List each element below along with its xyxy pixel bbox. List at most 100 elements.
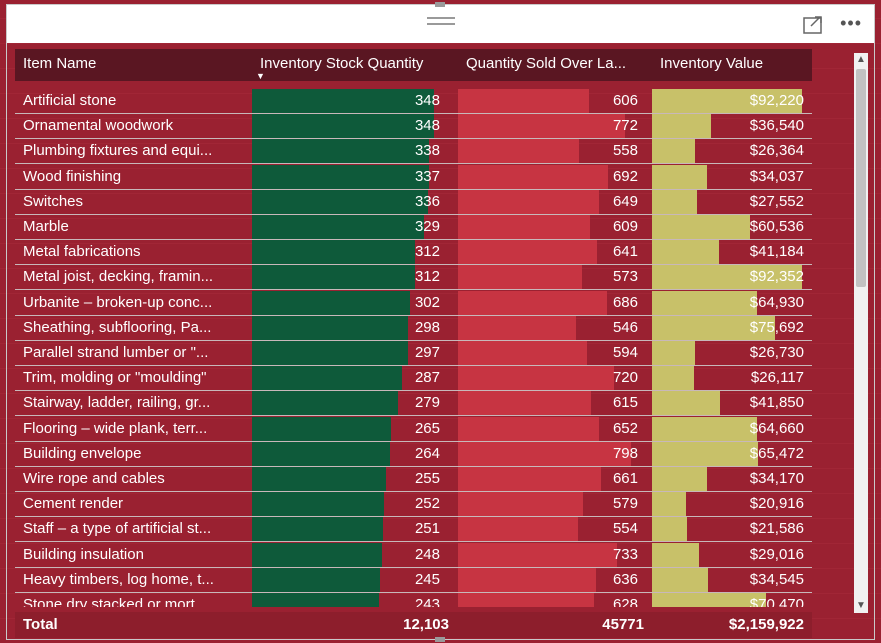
qty-sold-cell-bar: [458, 517, 578, 542]
stock-qty-cell: 279: [252, 391, 448, 416]
qty-sold-cell-value: 652: [612, 419, 638, 437]
drag-handle-icon[interactable]: [427, 17, 455, 31]
total-sold: 45771: [602, 616, 644, 633]
stock-qty-cell-value: 348: [414, 117, 440, 135]
resize-handle-bottom[interactable]: [435, 637, 445, 642]
column-header-stock-qty[interactable]: Inventory Stock Quantity ▼: [252, 49, 458, 81]
item-name-cell: Parallel strand lumber or "...: [23, 344, 209, 361]
inventory-value-cell-bar: [652, 542, 699, 567]
total-label: Total: [23, 616, 58, 633]
qty-sold-cell: 720: [458, 366, 646, 391]
qty-sold-cell: 594: [458, 341, 646, 365]
stock-qty-cell-bar: [252, 492, 384, 517]
stock-qty-cell-bar: [252, 441, 390, 466]
qty-sold-cell-value: 772: [612, 117, 638, 135]
stock-qty-cell: 287: [252, 366, 448, 391]
inventory-value-cell-value: $27,552: [749, 192, 804, 210]
column-header-qty-sold[interactable]: Quantity Sold Over La...: [458, 49, 652, 81]
table-row[interactable]: Ornamental woodwork 348 772 $36,540: [15, 114, 812, 140]
qty-sold-cell: 573: [458, 265, 646, 290]
qty-sold-cell-bar: [458, 366, 614, 391]
table-row[interactable]: Heavy timbers, log home, t... 245 636 $34,5…: [15, 567, 812, 593]
visual-header: •••: [7, 5, 874, 43]
qty-sold-cell: 558: [458, 139, 646, 164]
stock-qty-cell-value: 287: [414, 369, 440, 387]
table-row[interactable]: Stone dry stacked or mort... 243 628 $70,47…: [15, 593, 812, 607]
stock-qty-cell: 255: [252, 467, 448, 491]
table-row[interactable]: Plumbing fixtures and equi... 338 558 $26,3…: [15, 139, 812, 165]
column-header-inventory-value[interactable]: Inventory Value: [652, 49, 812, 81]
qty-sold-cell-value: 636: [612, 570, 638, 588]
resize-handle-top[interactable]: [435, 2, 445, 7]
inventory-value-cell-bar: [652, 517, 687, 542]
stock-qty-cell-value: 302: [414, 293, 440, 311]
qty-sold-cell-bar: [458, 492, 583, 517]
qty-sold-cell: 636: [458, 567, 646, 592]
stock-qty-cell-value: 245: [414, 570, 440, 588]
inventory-value-cell: $60,536: [652, 215, 812, 239]
stock-qty-cell-bar: [252, 467, 386, 491]
inventory-value-cell: $41,184: [652, 240, 812, 265]
item-name-cell: Artificial stone: [23, 92, 117, 109]
table-row[interactable]: Metal fabrications 312 641 $41,184: [15, 240, 812, 266]
stock-qty-cell-value: 329: [414, 218, 440, 235]
table-row[interactable]: Trim, molding or "moulding" 287 720 $26,117: [15, 366, 812, 392]
table-visual[interactable]: ••• Item Name Inventory Stock Quantity ▼ …: [6, 2, 875, 642]
inventory-value-cell-bar: [652, 341, 695, 365]
table-row[interactable]: Wood finishing 337 692 $34,037: [15, 164, 812, 190]
stock-qty-cell-bar: [252, 416, 391, 441]
inventory-value-cell-bar: [652, 593, 766, 607]
scroll-up-icon[interactable]: ▲: [856, 54, 866, 65]
stock-qty-cell-bar: [252, 542, 382, 567]
inventory-value-cell-value: $34,170: [749, 470, 804, 487]
inventory-value-cell-value: $70,470: [749, 596, 804, 607]
table-row[interactable]: Switches 336 649 $27,552: [15, 189, 812, 215]
table-row[interactable]: Metal joist, decking, framin... 312 573 $92…: [15, 265, 812, 291]
vertical-scrollbar[interactable]: ▲ ▼: [854, 53, 868, 613]
column-header-item-name[interactable]: Item Name: [15, 49, 252, 81]
qty-sold-cell-value: 649: [612, 192, 638, 210]
inventory-value-cell-bar: [652, 492, 686, 517]
qty-sold-cell-bar: [458, 441, 631, 466]
qty-sold-cell-bar: [458, 89, 589, 113]
table-body[interactable]: Artificial stone 348 606 $92,220 Ornamental …: [15, 89, 812, 607]
table-row[interactable]: Marble 329 609 $60,536: [15, 215, 812, 240]
qty-sold-cell: 579: [458, 492, 646, 517]
qty-sold-cell: 628: [458, 593, 646, 607]
table-row[interactable]: Staff – a type of artificial st... 251 554…: [15, 517, 812, 543]
qty-sold-cell: 546: [458, 315, 646, 340]
inventory-value-cell: $34,170: [652, 467, 812, 491]
qty-sold-cell-value: 606: [612, 92, 638, 109]
focus-mode-icon[interactable]: [802, 15, 824, 35]
column-header-label: Quantity Sold Over La...: [466, 55, 627, 72]
table-row[interactable]: Stairway, ladder, railing, gr... 279 615 $4…: [15, 391, 812, 417]
table-row[interactable]: Urbanite – broken-up conc... 302 686 $64,93…: [15, 290, 812, 316]
qty-sold-cell: 772: [458, 114, 646, 139]
inventory-value-cell-bar: [652, 391, 720, 416]
stock-qty-cell-value: 264: [414, 444, 440, 462]
inventory-value-cell-value: $75,692: [749, 318, 804, 336]
table-row[interactable]: Artificial stone 348 606 $92,220: [15, 89, 812, 114]
stock-qty-cell-bar: [252, 139, 429, 164]
table-row[interactable]: Cement render 252 579 $20,916: [15, 492, 812, 518]
scroll-down-icon[interactable]: ▼: [856, 600, 866, 611]
item-name-cell: Cement render: [23, 495, 124, 513]
qty-sold-cell-value: 579: [612, 495, 638, 513]
table-row[interactable]: Parallel strand lumber or "... 297 594 $26,…: [15, 341, 812, 366]
inventory-value-cell: $36,540: [652, 114, 812, 139]
stock-qty-cell-bar: [252, 391, 398, 416]
table-row[interactable]: Sheathing, subflooring, Pa... 298 546 $75,6…: [15, 315, 812, 341]
more-options-icon[interactable]: •••: [840, 13, 862, 33]
inventory-value-cell: $34,545: [652, 567, 812, 592]
inventory-value-cell-value: $64,660: [749, 419, 804, 437]
stock-qty-cell: 348: [252, 89, 448, 113]
table-grid: Item Name Inventory Stock Quantity ▼ Quan…: [15, 49, 812, 639]
table-row[interactable]: Flooring – wide plank, terr... 265 652 $64,…: [15, 416, 812, 442]
table-row[interactable]: Wire rope and cables 255 661 $34,170: [15, 467, 812, 492]
table-row[interactable]: Building envelope 264 798 $65,472: [15, 441, 812, 467]
item-name-cell: Stairway, ladder, railing, gr...: [23, 394, 211, 412]
scroll-thumb[interactable]: [856, 69, 866, 287]
stock-qty-cell-value: 279: [414, 394, 440, 412]
table-row[interactable]: Building insulation 248 733 $29,016: [15, 542, 812, 568]
stock-qty-cell-value: 265: [414, 419, 440, 437]
